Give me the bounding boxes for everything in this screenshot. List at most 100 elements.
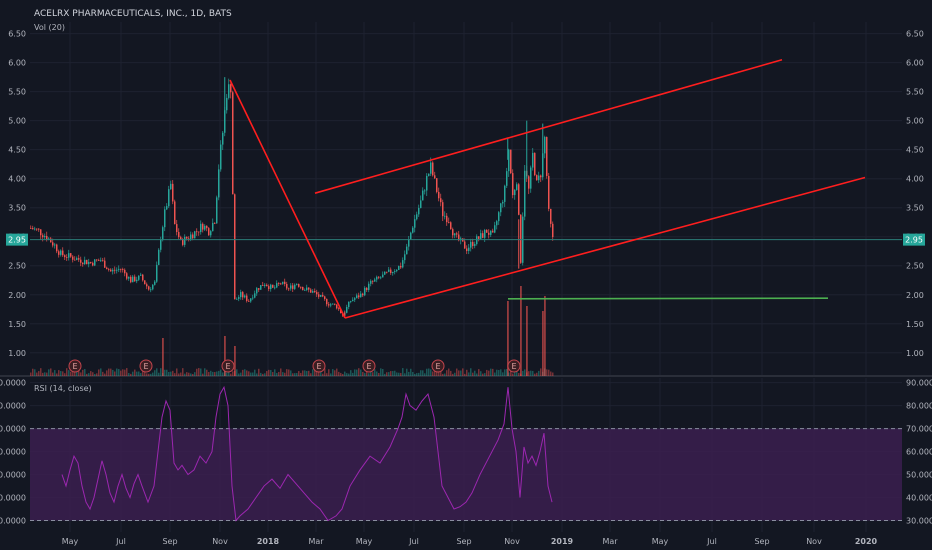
candle-body [314,291,316,293]
left-rsi-axis[interactable]: 90.0000 80.0000 70.0000 60.0000 50.0000 40.00… [0,379,26,526]
rsi-tick-label: 50.0000 [906,471,932,480]
volume-bar [510,369,512,376]
candle-body [208,228,210,236]
candle-body [338,308,340,310]
candle-body [500,203,502,213]
candle-body [54,244,56,246]
volume-bar [38,371,40,376]
time-tick-label: 2018 [257,537,280,546]
volume-bar [278,371,280,376]
candle-body [76,258,78,260]
volume-bar [342,373,344,376]
volume-bar [240,372,242,376]
volume-bar [446,370,448,376]
volume-bar [284,372,286,376]
volume-bar [458,370,460,376]
volume-bar [48,369,50,376]
candle-body [84,259,86,265]
trendline-drawings[interactable] [229,58,866,319]
price-tick-label: 6.00 [8,59,26,68]
candle-body [334,303,336,305]
price-tick-label: 6.50 [8,30,26,39]
volume-bar [134,369,136,376]
candle-body [542,153,544,178]
candle-body [192,234,194,239]
candle-body [310,289,312,293]
volume-bar [52,372,54,376]
volume-bar [358,368,360,376]
price-series[interactable] [30,77,554,317]
time-axis[interactable]: May Jul Sep Nov 2018 Mar May Jul Sep Nov 2019 Mar Ma… [62,537,878,546]
candle-body [416,214,418,220]
right-rsi-axis[interactable]: 90.0000 80.0000 70.0000 60.0000 50.0000 40.00… [906,379,932,526]
candle-body [62,250,64,256]
volume-bar [468,372,470,376]
candle-body [278,283,280,284]
price-tick-label: 4.50 [8,146,26,155]
candle-body [118,268,120,270]
candle-body [276,283,278,288]
volume-bar [350,370,352,376]
price-tick-label: 4.00 [8,175,26,184]
volume-bar [74,371,76,376]
candle-body [336,304,338,309]
volume-bar [88,373,90,376]
candle-body [228,84,230,98]
candle-body [244,295,246,298]
candle-body [404,254,406,261]
volume-bar [142,370,144,376]
volume-bar [236,369,238,376]
candle-body [176,224,178,233]
candle-body [446,215,448,223]
candle-body [398,266,400,270]
volume-bar [432,371,434,376]
volume-bar [366,369,368,376]
volume-bar [380,368,382,376]
volume-bar [550,371,552,376]
candle-body [348,301,350,308]
candle-body [32,228,34,230]
candle-body [218,169,220,198]
candle-body [366,287,368,291]
candle-body [78,258,80,260]
volume-bar [86,373,88,376]
volume-bar [182,368,184,376]
candle-body [110,269,112,272]
volume-bar [122,369,124,376]
candle-body [456,233,458,235]
volume-bar [206,369,208,376]
volume-bar [50,368,52,376]
candle-body [154,281,156,285]
volume-bar [212,371,214,376]
price-tick-label: 4.50 [906,146,924,155]
rsi-tick-label: 40.0000 [0,494,26,503]
rsi-tick-label: 80.0000 [906,402,932,411]
candle-body [132,276,134,283]
candle-body [30,228,32,229]
rsi-tick-label: 70.0000 [906,425,932,434]
candle-body [254,293,256,298]
volume-bar [478,369,480,376]
candle-body [214,222,216,224]
candle-body [86,259,88,265]
volume-bar [276,372,278,376]
volume-bar [244,369,246,376]
volume-bar [492,368,494,376]
volume-bar [202,373,204,376]
candle-body [440,198,442,203]
candle-body [372,280,374,282]
rsi-tick-label: 80.0000 [0,402,26,411]
right-price-axis[interactable]: 6.506.005.505.004.504.003.503.002.502.00… [906,30,924,358]
volume-bar [420,370,422,376]
rsi-tick-label: 60.0000 [0,448,26,457]
candle-body [488,232,490,235]
volume-bar [316,369,318,376]
volume-bar [46,372,48,376]
candle-body [512,173,514,196]
candle-body [390,269,392,274]
volume-spike [224,336,226,376]
volume-bar [466,369,468,376]
candle-body [106,267,108,270]
candle-body [256,288,258,294]
